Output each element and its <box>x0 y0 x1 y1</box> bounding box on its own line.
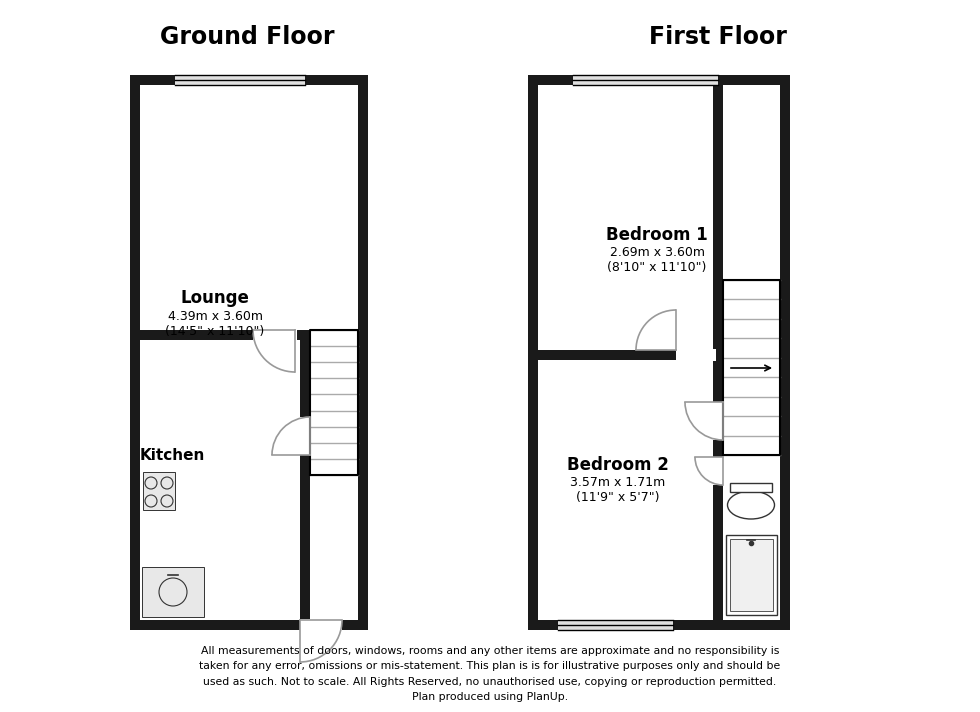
Text: Kitchen: Kitchen <box>139 448 205 463</box>
Polygon shape <box>130 75 368 85</box>
Ellipse shape <box>727 491 774 519</box>
Text: Lounge: Lounge <box>180 289 250 307</box>
Polygon shape <box>712 402 724 440</box>
Polygon shape <box>528 620 790 630</box>
Polygon shape <box>730 483 772 492</box>
Polygon shape <box>712 457 724 485</box>
Polygon shape <box>723 280 780 455</box>
Polygon shape <box>253 329 297 341</box>
Polygon shape <box>558 620 673 630</box>
Polygon shape <box>358 75 368 630</box>
Text: First Floor: First Floor <box>649 25 787 49</box>
Polygon shape <box>130 75 140 630</box>
Polygon shape <box>528 75 538 630</box>
Polygon shape <box>730 539 773 611</box>
Text: (14'5" x 11'10"): (14'5" x 11'10") <box>166 325 265 337</box>
Polygon shape <box>528 75 790 85</box>
Text: 3.57m x 1.71m: 3.57m x 1.71m <box>570 476 665 488</box>
Text: Bedroom 1: Bedroom 1 <box>606 226 708 244</box>
Text: Bedroom 2: Bedroom 2 <box>567 456 669 474</box>
Text: All measurements of doors, windows, rooms and any other items are approximate an: All measurements of doors, windows, room… <box>199 646 781 702</box>
Text: 4.39m x 3.60m: 4.39m x 3.60m <box>168 310 263 323</box>
Polygon shape <box>723 455 780 620</box>
Polygon shape <box>130 620 368 630</box>
Polygon shape <box>130 75 368 630</box>
Polygon shape <box>143 472 175 510</box>
Text: (11'9" x 5'7"): (11'9" x 5'7") <box>576 491 660 503</box>
Polygon shape <box>299 417 311 455</box>
Polygon shape <box>726 535 777 615</box>
Polygon shape <box>310 330 358 475</box>
Polygon shape <box>140 330 300 340</box>
Polygon shape <box>713 75 723 630</box>
Polygon shape <box>573 75 718 85</box>
Polygon shape <box>538 350 723 360</box>
Polygon shape <box>528 75 790 630</box>
Text: 2.69m x 3.60m: 2.69m x 3.60m <box>610 246 705 259</box>
Polygon shape <box>142 567 204 617</box>
Polygon shape <box>175 75 305 85</box>
Text: Ground Floor: Ground Floor <box>160 25 334 49</box>
Polygon shape <box>780 75 790 630</box>
Text: (8'10" x 11'10"): (8'10" x 11'10") <box>608 261 707 275</box>
Polygon shape <box>676 349 716 361</box>
Polygon shape <box>300 330 310 630</box>
Polygon shape <box>300 619 342 631</box>
